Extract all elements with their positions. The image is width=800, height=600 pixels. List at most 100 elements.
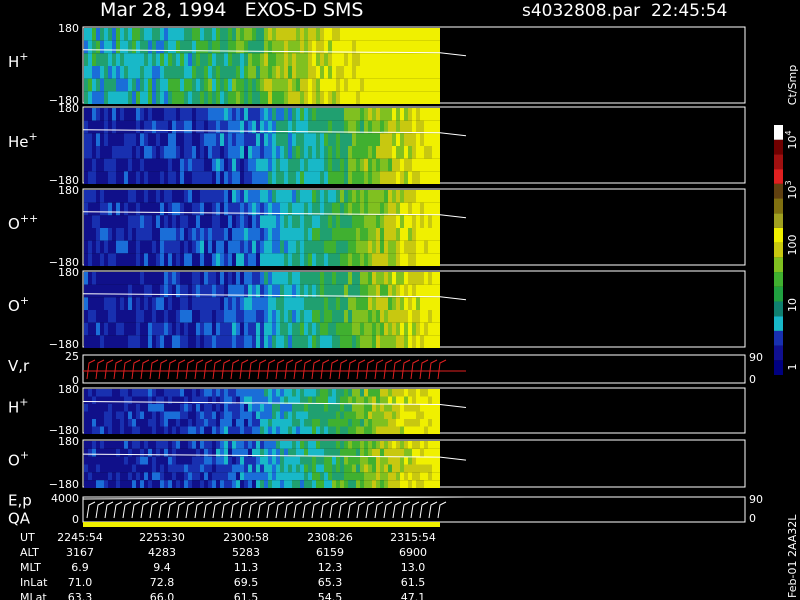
spectrogram-cell [296, 480, 300, 488]
spectrogram-cell [132, 202, 136, 216]
spectrogram-cell [360, 322, 364, 336]
spectrogram-cell [380, 120, 384, 134]
spectrogram-cell [220, 228, 224, 241]
spectrogram-cell [96, 228, 100, 241]
spectrogram-cell [104, 419, 108, 427]
spectrogram-cell [360, 171, 364, 184]
spectrogram-cell [200, 40, 204, 54]
spectrogram-cell [100, 28, 104, 41]
spectrogram-cell [392, 158, 396, 172]
spectrogram-cell [400, 215, 404, 228]
spectrogram-cell [300, 171, 304, 184]
spectrogram-cell [136, 480, 140, 488]
spectrogram-cell [148, 389, 152, 397]
spectrogram-cell [176, 404, 180, 412]
spectrogram-cell [320, 158, 324, 172]
spectrogram-cell [248, 472, 252, 481]
spectrogram-cell [356, 171, 360, 184]
spectrogram-cell [328, 335, 332, 348]
spectrogram-cell [224, 389, 228, 397]
spectrogram-cell [312, 310, 316, 323]
spectrogram-cell [352, 322, 356, 336]
spectrogram-cell [352, 146, 356, 159]
spectrogram-cell [200, 108, 204, 121]
spectrogram-cell [108, 396, 112, 404]
spectrogram-cell [108, 228, 112, 241]
spectrogram-cell [348, 202, 352, 216]
spectrogram-cell [156, 335, 160, 348]
spectrogram-cell [240, 253, 244, 266]
spectrogram-cell [208, 448, 212, 457]
ion-name: O [8, 452, 20, 470]
spectrogram-cell [336, 322, 340, 336]
spectrogram-cell [148, 335, 152, 348]
spectrogram-cell [348, 322, 352, 336]
spectrogram-cell [212, 448, 216, 457]
spectrogram-cell [88, 108, 92, 121]
spectrogram-cell [416, 456, 420, 465]
spectrogram-cell [352, 53, 356, 66]
spectrogram-cell [264, 389, 268, 397]
spectrogram-cell [368, 108, 372, 121]
spectrogram-cell [288, 322, 292, 336]
spectrogram-cell [228, 171, 232, 184]
spectrogram-cell [140, 404, 144, 412]
spectrogram-cell [132, 190, 136, 203]
spectrogram-cell [172, 297, 176, 310]
spectrogram-cell [432, 464, 436, 473]
spectrogram-cell [184, 240, 188, 254]
spectrogram-cell [260, 426, 264, 434]
spectrogram-cell [356, 190, 360, 203]
row-value: 3167 [66, 546, 94, 559]
spectrogram-cell [92, 389, 96, 397]
spectrogram-cell [408, 396, 412, 404]
spectrogram-cell [376, 108, 380, 121]
spectrogram-cell [368, 396, 372, 404]
spectrogram-cell [144, 78, 148, 92]
spectrogram-cell [316, 66, 320, 79]
spectrogram-cell [112, 253, 116, 266]
spectrogram-cell [288, 335, 292, 348]
spectrogram-cell [132, 228, 136, 241]
spectrogram-cell [348, 108, 352, 121]
spectrogram-cell [208, 480, 212, 488]
spectrogram-cell [280, 389, 284, 397]
spectrogram-cell [180, 146, 184, 159]
spectrogram-cell [180, 66, 184, 79]
spectrogram-cell [320, 419, 324, 427]
spectrogram-cell [144, 91, 148, 104]
spectrogram-cell [300, 108, 304, 121]
spectrogram-cell [304, 404, 308, 412]
spectrogram-cell [352, 28, 356, 41]
spectrogram-cell [152, 396, 156, 404]
spectrogram-cell [232, 335, 236, 348]
spectrogram-cell [296, 120, 300, 134]
spectrogram-cell [332, 297, 336, 310]
spectrogram-cell [196, 426, 200, 434]
spectrogram-cell [296, 272, 300, 285]
spectrogram-cell [256, 28, 260, 41]
spectrogram-cell [124, 456, 128, 465]
spectrogram-cell [356, 133, 360, 146]
spectrogram-cell [180, 272, 184, 285]
spectrogram-cell [200, 253, 204, 266]
spectrogram-cell [268, 78, 272, 92]
spectrogram-cell [256, 202, 260, 216]
spectrogram-cell [124, 133, 128, 146]
spectrogram-cell [380, 146, 384, 159]
spectrogram-cell [148, 108, 152, 121]
spectrogram-cell [132, 108, 136, 121]
spectrogram-cell [436, 190, 440, 203]
spectrogram-cell [188, 456, 192, 465]
spectrogram-cell [160, 158, 164, 172]
spectrogram-cell [248, 53, 252, 66]
spectrogram-cell [220, 28, 224, 41]
spectrogram-cell [132, 91, 136, 104]
spectrogram-cell [304, 480, 308, 488]
spectrogram-cell [136, 284, 140, 298]
spectrogram-cell [248, 396, 252, 404]
spectrogram-cell [392, 53, 396, 66]
spectrogram-cell [208, 426, 212, 434]
spectrogram-cell [232, 426, 236, 434]
spectrogram-cell [412, 133, 416, 146]
